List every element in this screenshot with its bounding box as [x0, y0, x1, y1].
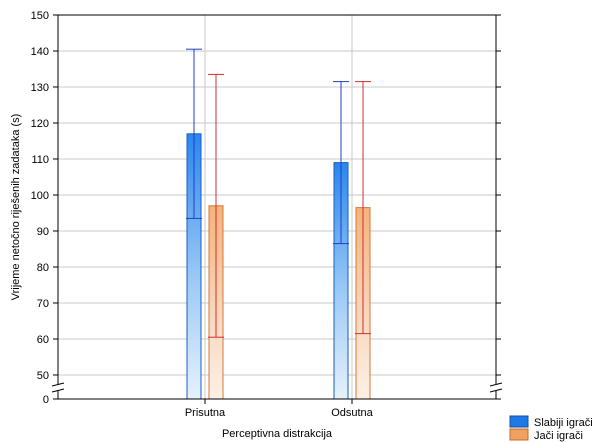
y-axis-ticks: 0 50 60 70 80 90 100 110 120 130 140 150	[31, 10, 501, 406]
y-tick-label: 60	[37, 334, 49, 346]
y-tick-label: 0	[43, 394, 49, 406]
grid-lines	[58, 15, 496, 399]
bars	[186, 48, 371, 400]
y-tick-label: 110	[31, 154, 49, 166]
y-tick-label: 100	[31, 190, 49, 202]
y-tick-label: 90	[37, 226, 49, 238]
y-tick-label: 150	[31, 10, 49, 22]
y-tick-label: 130	[31, 82, 49, 94]
legend-swatch-jaci	[509, 428, 529, 441]
y-tick-label: 70	[37, 298, 49, 310]
y-tick-label: 80	[37, 262, 49, 274]
legend-swatch-slabiji	[509, 415, 529, 428]
y-tick-label: 120	[31, 118, 49, 130]
y-tick-label: 50	[37, 370, 49, 382]
x-tick-label: Prisutna	[185, 407, 226, 419]
x-axis-ticks: Prisutna Odsutna	[185, 399, 374, 419]
axis-break-marker	[51, 382, 503, 393]
x-axis-title: Perceptivna distrakcija	[222, 428, 333, 440]
x-tick-label: Odsutna	[331, 407, 373, 419]
legend: Slabiji igrači Jači igrači	[509, 415, 593, 442]
legend-label-jaci: Jači igrači	[534, 430, 583, 442]
plot-frame	[57, 14, 497, 400]
y-axis-title: Vrijeme netočno riješenih zadataka (s)	[10, 114, 22, 301]
y-tick-label: 140	[31, 46, 49, 58]
legend-label-slabiji: Slabiji igrači	[534, 417, 593, 429]
